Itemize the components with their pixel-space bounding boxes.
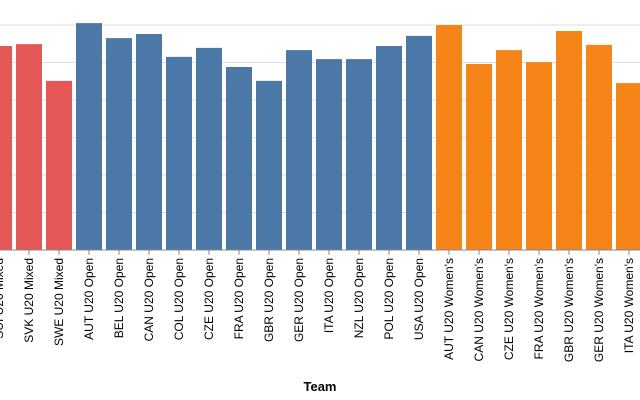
bar	[196, 47, 222, 250]
x-tick-label: GBR U20 Open	[262, 258, 276, 342]
bar	[16, 44, 42, 250]
x-tick-label: SVK U20 Mixed	[22, 258, 36, 343]
x-tick-label: FRA U20 Women's	[532, 258, 546, 359]
x-tick-label: CAN U20 Open	[142, 258, 156, 341]
bar	[616, 83, 640, 250]
bar	[0, 46, 12, 250]
x-tick-label: NZL U20 Open	[352, 258, 366, 338]
bar	[526, 62, 552, 250]
x-tick-label: AUT U20 Women's	[442, 258, 456, 360]
x-tick-label: BEL U20 Open	[112, 258, 126, 338]
x-tick-label: ITA U20 Women's	[622, 258, 636, 353]
x-tick-label: ITA U20 Open	[322, 258, 336, 333]
bar	[46, 80, 72, 250]
x-tick-label: GER U20 Women's	[592, 258, 606, 362]
bar	[106, 38, 132, 250]
bar	[466, 64, 492, 250]
x-tick-label: CZE U20 Women's	[502, 258, 516, 360]
bar	[376, 46, 402, 250]
bar	[76, 23, 102, 250]
x-tick-label: GER U20 Open	[292, 258, 306, 342]
bar	[226, 67, 252, 250]
bar	[346, 59, 372, 250]
bar	[406, 35, 432, 250]
bar	[496, 50, 522, 250]
x-tick-label: CZE U20 Open	[202, 258, 216, 340]
x-tick-label: SUI U20 Mixed	[0, 258, 6, 339]
bar	[436, 25, 462, 250]
x-axis-title: Team	[304, 379, 337, 394]
bar	[136, 34, 162, 250]
x-tick-label: AUT U20 Open	[82, 258, 96, 340]
x-tick-label: USA U20 Open	[412, 258, 426, 340]
x-tick-label: FRA U20 Open	[232, 258, 246, 339]
bar	[316, 59, 342, 250]
x-tick-label: CAN U20 Women's	[472, 258, 486, 361]
x-tick-label: POL U20 Open	[382, 258, 396, 340]
bar	[166, 56, 192, 250]
x-tick-label: SWE U20 Mixed	[52, 258, 66, 346]
x-tick-label: GBR U20 Women's	[562, 258, 576, 362]
bar	[586, 44, 612, 250]
bar	[286, 50, 312, 250]
bar	[256, 80, 282, 250]
x-tick-label: COL U20 Open	[172, 258, 186, 340]
bar	[556, 31, 582, 250]
